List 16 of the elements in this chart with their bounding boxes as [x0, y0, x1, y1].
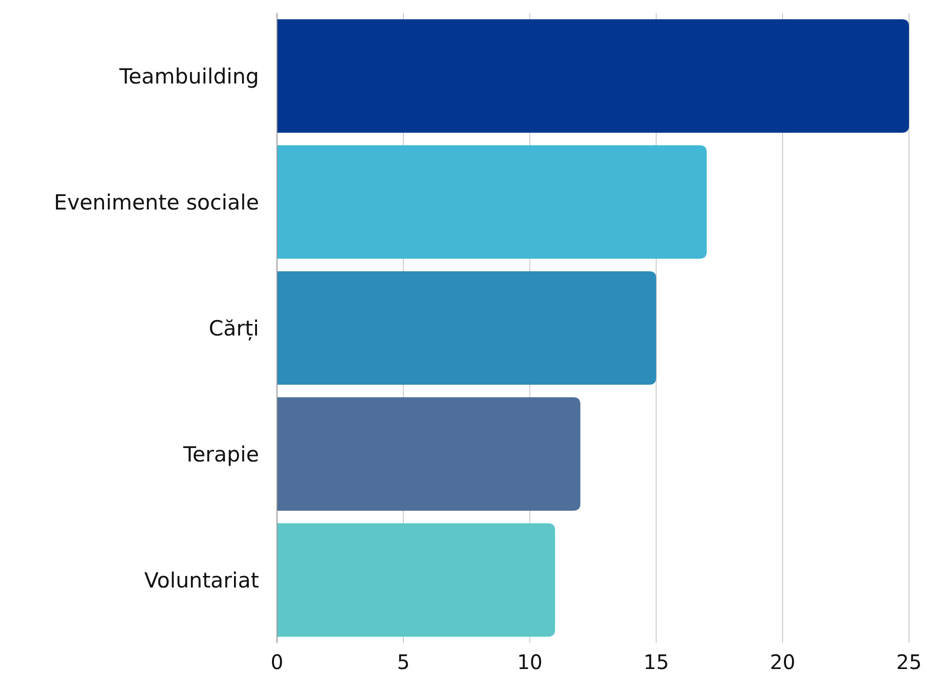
x-tick-label: 10 — [517, 650, 543, 674]
y-tick-label: Cărți — [208, 316, 259, 342]
bar — [277, 271, 656, 385]
x-tick-label: 5 — [397, 650, 410, 674]
bar — [277, 19, 909, 133]
x-tick-label: 25 — [896, 650, 922, 674]
bar — [277, 145, 707, 259]
y-tick-label: Evenimente sociale — [54, 190, 259, 214]
y-tick-label: Teambuilding — [118, 64, 259, 88]
y-tick-label: Voluntariat — [144, 568, 259, 592]
x-tick-label: 20 — [770, 650, 796, 674]
bar — [277, 397, 580, 511]
y-tick-label: Terapie — [182, 442, 259, 466]
bar — [277, 523, 556, 637]
x-tick-label: 15 — [643, 650, 669, 674]
x-tick-label: 0 — [270, 650, 284, 674]
